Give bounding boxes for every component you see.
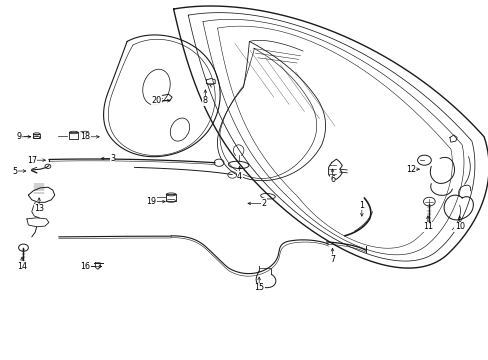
- Text: 4: 4: [237, 172, 242, 181]
- Text: 2: 2: [261, 199, 266, 208]
- Text: 13: 13: [34, 204, 44, 213]
- Text: 17: 17: [27, 156, 37, 165]
- Text: 20: 20: [151, 96, 161, 105]
- Text: 7: 7: [329, 255, 334, 264]
- Text: 15: 15: [254, 284, 264, 292]
- Text: 9: 9: [16, 132, 21, 141]
- Text: 5: 5: [12, 166, 17, 175]
- Text: 11: 11: [422, 222, 432, 231]
- Text: 8: 8: [203, 96, 207, 105]
- Text: 16: 16: [81, 262, 90, 271]
- Text: 12: 12: [405, 165, 415, 174]
- Text: 3: 3: [110, 154, 115, 163]
- Text: 1: 1: [359, 201, 364, 210]
- Text: 18: 18: [81, 132, 90, 141]
- Text: 19: 19: [146, 197, 156, 206]
- Text: 10: 10: [454, 222, 464, 231]
- Text: 14: 14: [17, 262, 27, 271]
- Text: 6: 6: [329, 175, 334, 184]
